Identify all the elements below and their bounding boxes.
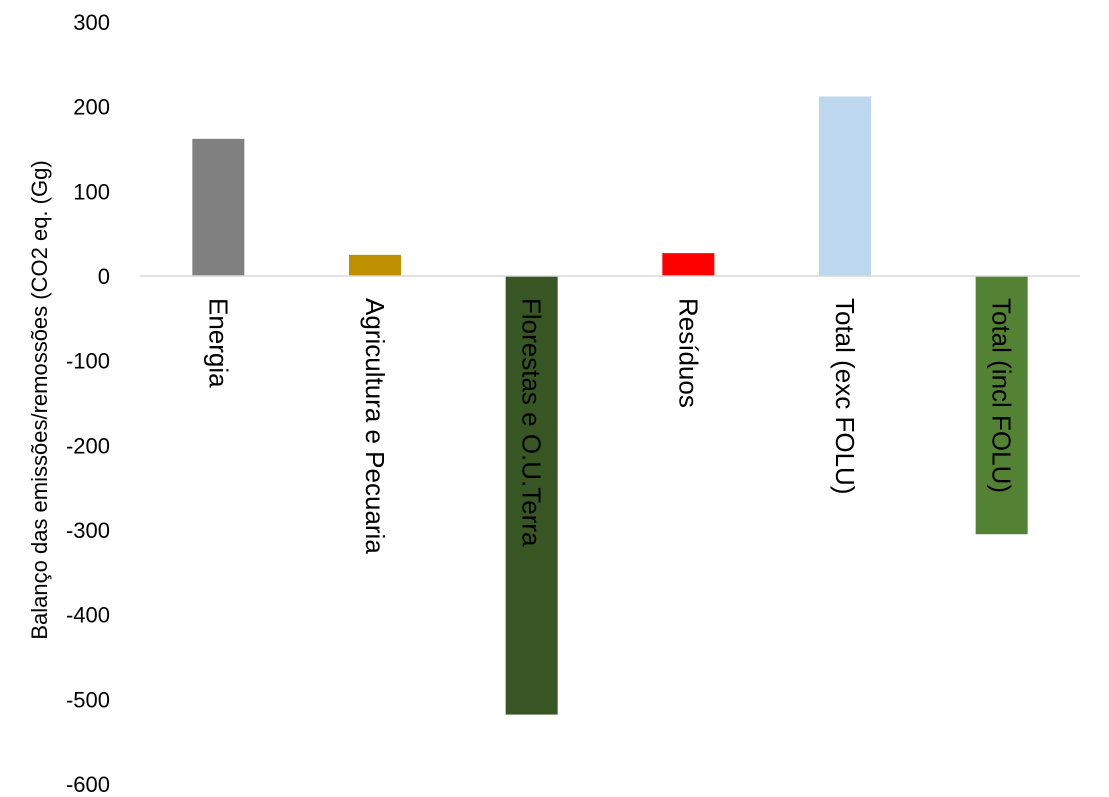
y-tick-label: -300 [66, 518, 110, 543]
bar-2 [349, 254, 401, 276]
y-tick-label: 200 [73, 95, 110, 120]
y-axis-title: Balanço das emissões/remossões (CO2 eq. … [27, 160, 52, 639]
y-tick-label: 0 [98, 264, 110, 289]
y-tick-label: -500 [66, 687, 110, 712]
y-tick-label: 300 [73, 10, 110, 35]
category-label: Resíduos [673, 298, 703, 408]
y-tick-label: 100 [73, 179, 110, 204]
bar-5 [819, 96, 871, 276]
category-label: Florestas e O.U.Terra [517, 298, 547, 547]
y-axis-ticks: 300 200 100 0 -100 -200 -300 -400 -500 -600 [66, 10, 110, 797]
bar-6 [975, 276, 1028, 535]
category-label: Total (exc FOLU) [830, 298, 860, 495]
y-tick-label: -200 [66, 433, 110, 458]
bar-1 [192, 138, 245, 276]
bar-3 [505, 276, 558, 715]
category-label: Total (incl FOLU) [987, 298, 1017, 493]
category-label: Agricultura e Pecuaria [360, 298, 390, 554]
category-label: Energia [203, 298, 233, 388]
bar-4 [662, 253, 715, 276]
y-tick-label: -100 [66, 349, 110, 374]
bars [192, 96, 1028, 715]
category-labels: Energia Agricultura e Pecuaria Florestas e… [203, 298, 1016, 554]
y-tick-label: -600 [66, 772, 110, 797]
y-tick-label: -400 [66, 603, 110, 628]
